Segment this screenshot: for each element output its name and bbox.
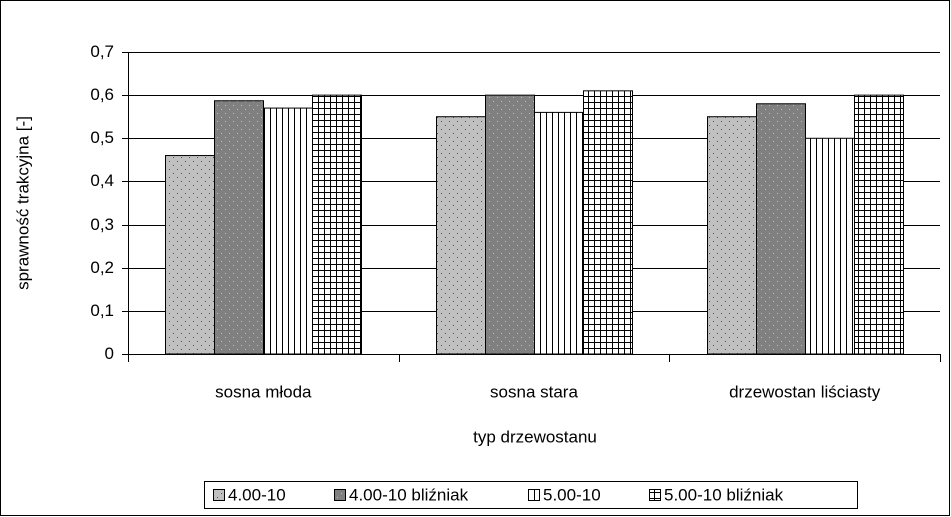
y-tick-label: 0,3 <box>90 215 114 234</box>
x-tick-label: sosna młoda <box>215 382 312 401</box>
x-axis-label: typ drzewostanu <box>473 427 597 446</box>
bar <box>756 103 806 355</box>
bar <box>805 137 855 355</box>
bar <box>214 100 264 355</box>
legend-label: 5.00-10 <box>543 485 601 504</box>
bar <box>583 90 633 355</box>
legend-swatch <box>213 489 225 501</box>
y-tick-label: 0,4 <box>90 171 114 190</box>
bar <box>854 94 904 355</box>
bar <box>263 107 313 355</box>
y-tick-label: 0,1 <box>90 301 114 320</box>
y-tick-label: 0,7 <box>90 42 114 61</box>
legend-label: 5.00-10 bliźniak <box>664 485 784 504</box>
y-tick-label: 0,2 <box>90 258 114 277</box>
y-tick-label: 0,6 <box>90 85 114 104</box>
bar <box>707 116 757 355</box>
bar <box>312 94 362 355</box>
bar <box>436 116 486 355</box>
bar <box>485 94 535 355</box>
bar <box>165 155 215 355</box>
legend-swatch <box>528 489 540 501</box>
y-tick-label: 0 <box>105 344 114 363</box>
x-tick-label: drzewostan liściasty <box>729 382 881 401</box>
legend-label: 4.00-10 <box>228 485 286 504</box>
legend-swatch <box>649 489 661 501</box>
legend-swatch <box>334 489 346 501</box>
y-tick-label: 0,5 <box>90 128 114 147</box>
y-axis-label: sprawność trakcyjna [-] <box>13 116 32 290</box>
legend-label: 4.00-10 bliźniak <box>349 485 469 504</box>
bar <box>534 111 584 355</box>
x-tick-label: sosna stara <box>490 382 578 401</box>
